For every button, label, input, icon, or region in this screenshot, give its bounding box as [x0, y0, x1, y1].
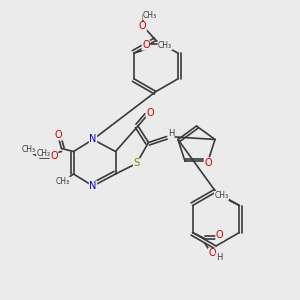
- Text: CH₃: CH₃: [158, 40, 172, 50]
- Text: O: O: [50, 151, 58, 161]
- Text: CH₃: CH₃: [214, 191, 228, 200]
- Text: CH₃: CH₃: [56, 177, 70, 186]
- Text: CH₃: CH₃: [143, 11, 157, 20]
- Text: H: H: [216, 253, 222, 262]
- Text: N: N: [89, 181, 97, 191]
- Text: O: O: [146, 107, 154, 118]
- Text: O: O: [55, 130, 62, 140]
- Text: CH₂: CH₂: [36, 148, 51, 158]
- Text: H: H: [168, 129, 174, 138]
- Text: CH₃: CH₃: [21, 145, 36, 154]
- Text: O: O: [208, 248, 216, 259]
- Text: O: O: [216, 230, 224, 241]
- Text: O: O: [204, 158, 212, 168]
- Text: O: O: [139, 21, 146, 32]
- Text: O: O: [142, 40, 150, 50]
- Text: S: S: [134, 158, 140, 169]
- Text: N: N: [89, 134, 97, 145]
